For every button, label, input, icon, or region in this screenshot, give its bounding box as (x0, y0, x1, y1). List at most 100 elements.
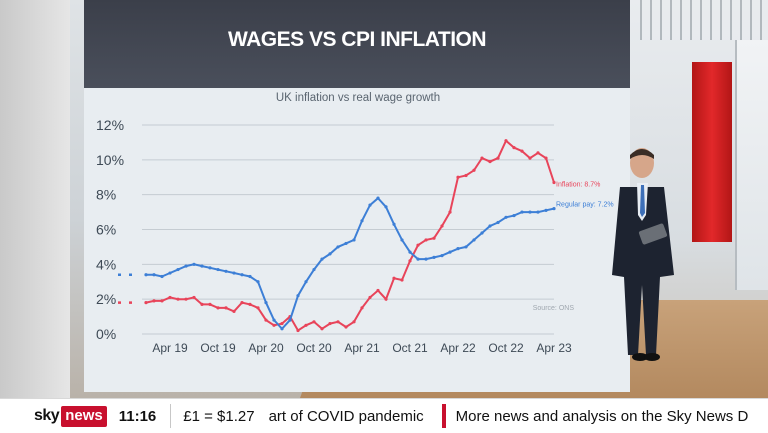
data-point (296, 294, 300, 298)
data-point (512, 146, 516, 150)
data-point (520, 210, 524, 214)
data-point (472, 168, 476, 172)
x-tick-label: Apr 19 (152, 341, 188, 355)
data-point (256, 306, 260, 310)
series-line-regular-pay (146, 196, 555, 331)
ticker-headline: art of COVID pandemic (268, 407, 424, 425)
data-point (312, 267, 316, 272)
source-label: Source: ONS (533, 305, 575, 312)
data-point (376, 288, 380, 293)
data-point (520, 149, 524, 153)
data-point (544, 156, 548, 160)
y-tick-label: 8% (96, 187, 116, 203)
data-point (376, 196, 380, 200)
data-point (408, 259, 412, 263)
data-point (352, 320, 356, 324)
data-point (440, 254, 444, 258)
data-point (312, 320, 316, 324)
data-point (536, 210, 540, 214)
series-line-inflation (145, 139, 555, 332)
studio-wall-left (0, 0, 70, 398)
data-point (264, 301, 268, 305)
y-tick-label: 6% (96, 222, 116, 238)
data-point (456, 175, 460, 179)
data-point (400, 238, 404, 242)
graphic-header: WAGES VS CPI INFLATION (84, 0, 630, 88)
studio-window-blinds (640, 0, 768, 40)
data-point (352, 238, 356, 242)
x-tick-label: Oct 20 (296, 341, 332, 355)
series-end-label: Inflation: 8.7% (556, 181, 600, 188)
data-point (168, 271, 172, 275)
studio-glass-partition (735, 40, 768, 290)
y-tick-label: 2% (96, 291, 116, 307)
series-end-label: Regular pay: 7.2% (556, 202, 614, 209)
data-point (440, 224, 444, 228)
data-point (528, 210, 532, 214)
studio-background: WAGES VS CPI INFLATION UK inflation vs r… (0, 0, 768, 398)
data-point (464, 245, 468, 249)
data-point (480, 231, 484, 235)
data-point (224, 269, 228, 273)
y-tick-label: 12% (96, 117, 124, 133)
data-point (280, 327, 284, 331)
y-tick-label: 0% (96, 326, 116, 342)
data-point (464, 173, 468, 178)
data-point (344, 241, 348, 246)
data-point (400, 278, 404, 282)
data-point (176, 297, 180, 301)
data-point (328, 252, 332, 256)
data-point (336, 320, 340, 324)
data-point (456, 247, 460, 251)
data-point (304, 323, 308, 327)
x-tick-label: Oct 19 (200, 341, 236, 355)
data-point (368, 295, 372, 300)
data-point (448, 250, 452, 254)
data-point (432, 255, 436, 259)
graphic-subtitle: UK inflation vs real wage growth (275, 92, 441, 104)
data-point (368, 203, 372, 207)
data-point (288, 318, 292, 322)
data-point (408, 250, 412, 254)
data-point (264, 318, 268, 322)
data-point (552, 207, 556, 211)
data-point (320, 327, 324, 331)
data-point (232, 271, 236, 275)
data-point (152, 273, 156, 277)
x-tick-label: Apr 23 (536, 341, 572, 355)
video-wall-graphic: WAGES VS CPI INFLATION UK inflation vs r… (70, 0, 640, 392)
data-point (320, 257, 324, 261)
data-point (536, 151, 540, 155)
data-point (200, 302, 204, 306)
data-point (184, 297, 188, 301)
data-point (384, 205, 388, 209)
line-chart: 0% 2% 4% 6% 8% 10% 12% Apr 19 Oct 19 Apr 20 Oct 20… (96, 117, 614, 355)
data-point (248, 302, 252, 306)
data-point (488, 159, 492, 164)
data-point (488, 224, 492, 228)
data-point (424, 257, 428, 261)
graphic-title: WAGES VS CPI INFLATION (227, 28, 487, 51)
ticker-headline-2: More news and analysis on the Sky News D (455, 407, 749, 425)
data-point (480, 156, 484, 160)
data-point (160, 274, 164, 279)
data-point (296, 328, 300, 333)
data-point (496, 156, 500, 160)
data-point (448, 210, 452, 214)
data-point (208, 302, 212, 306)
data-point (424, 238, 428, 242)
data-point (552, 180, 556, 185)
data-point (176, 267, 180, 272)
data-point (344, 325, 348, 329)
x-tick-label: Oct 22 (488, 341, 524, 355)
data-point (336, 245, 340, 249)
exchange-rate: £1 = $1.27 (183, 407, 255, 425)
presenter-figure (612, 148, 674, 361)
data-point (232, 309, 236, 313)
data-point (360, 306, 364, 310)
x-tick-label: Oct 21 (392, 341, 428, 355)
data-point (504, 139, 508, 143)
data-point (272, 318, 276, 322)
data-point (224, 306, 228, 310)
ticker-time: 11:16 (118, 407, 157, 425)
